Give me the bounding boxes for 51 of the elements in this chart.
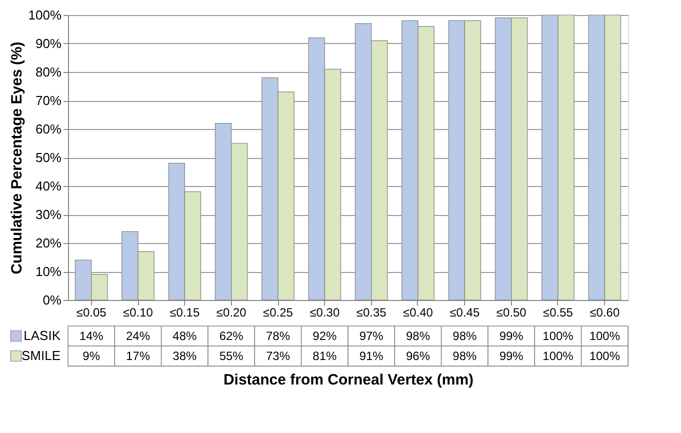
y-tick-label: 40% — [35, 178, 62, 194]
data-label: 99% — [499, 329, 524, 343]
data-label: 38% — [172, 349, 197, 363]
data-label: 48% — [172, 329, 197, 343]
data-label: 97% — [359, 329, 384, 343]
x-tick-label: ≤0.55 — [543, 306, 574, 320]
data-label: 100% — [542, 329, 574, 343]
x-tick-label: ≤0.10 — [123, 306, 154, 320]
x-tick-label: ≤0.35 — [356, 306, 387, 320]
data-label: 98% — [452, 349, 477, 363]
data-label: 100% — [542, 349, 574, 363]
data-label: 78% — [266, 329, 290, 343]
data-label: 91% — [359, 349, 384, 363]
data-label: 9% — [82, 349, 100, 363]
x-tick-label: ≤0.45 — [450, 306, 480, 320]
y-tick-label: 90% — [35, 36, 62, 51]
data-label: 55% — [219, 349, 244, 363]
data-label: 14% — [79, 329, 104, 343]
data-label: 98% — [406, 329, 430, 343]
y-tick-label: 60% — [35, 122, 62, 136]
y-tick-label: 10% — [35, 264, 62, 279]
data-label: 81% — [312, 349, 337, 363]
data-label: 62% — [219, 329, 244, 343]
x-tick-label: ≤0.15 — [170, 306, 200, 320]
x-tick-label: ≤0.20 — [216, 306, 247, 320]
data-label: 98% — [452, 329, 477, 343]
data-label: 99% — [499, 349, 524, 363]
y-axis-title: Cumulative Percentage Eyes (%) — [8, 42, 26, 274]
y-tick-label: 50% — [35, 150, 62, 165]
x-axis-title: Distance from Corneal Vertex (mm) — [223, 372, 474, 388]
x-tick-label: ≤0.30 — [310, 306, 340, 320]
y-tick-label: 20% — [35, 236, 62, 250]
y-tick-label: 30% — [35, 207, 62, 222]
y-tick-label: 70% — [35, 93, 62, 108]
data-label: 96% — [406, 349, 430, 363]
x-tick-label: ≤0.50 — [496, 306, 527, 320]
y-tick-label: 0% — [42, 292, 62, 308]
data-label: 100% — [589, 329, 620, 343]
data-label: 24% — [126, 329, 150, 343]
x-tick-label: ≤0.25 — [263, 306, 294, 320]
x-tick-label: ≤0.60 — [590, 306, 620, 320]
data-label: 17% — [126, 349, 150, 363]
data-label: 73% — [266, 349, 290, 363]
y-tick-label: 100% — [28, 8, 62, 22]
data-label: 100% — [589, 349, 620, 363]
data-label: 92% — [312, 329, 337, 343]
legend-label: SMILE — [21, 348, 61, 363]
y-tick-label: 80% — [35, 64, 62, 80]
x-tick-label: ≤0.40 — [403, 306, 434, 320]
x-tick-label: ≤0.05 — [76, 306, 107, 320]
legend-label: LASIK — [24, 328, 61, 343]
